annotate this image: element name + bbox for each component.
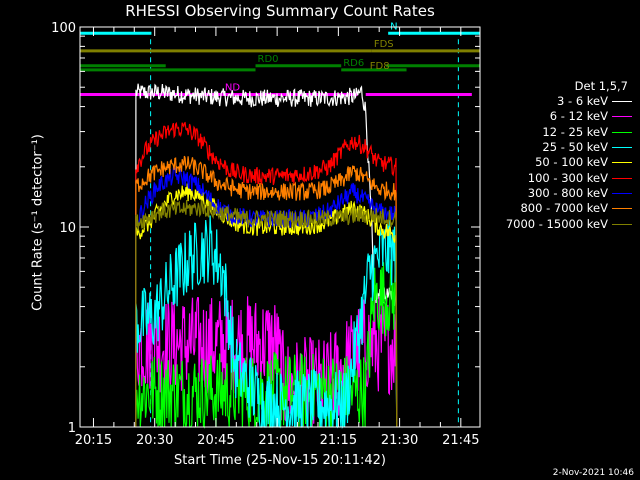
legend-item: 50 - 100 keV (478, 155, 638, 170)
flag-label-fds: FDS (374, 39, 394, 50)
legend-item-label: 300 - 800 keV (527, 185, 608, 200)
y-axis-label: Count Rate (s⁻¹ detector⁻¹) (30, 134, 46, 311)
x-tick-label: 20:45 (197, 433, 234, 448)
x-tick-label: 21:15 (320, 433, 357, 448)
y-tick-label: 10 (59, 221, 76, 236)
x-tick-label: 20:15 (75, 433, 112, 448)
legend: Det 1,5,7 3 - 6 keV 6 - 12 keV 12 - 25 keV… (478, 79, 638, 232)
legend-item: 7000 - 15000 keV (478, 216, 638, 231)
series-line-50-100-kev (135, 183, 398, 428)
legend-item: 100 - 300 keV (478, 170, 638, 185)
x-axis-label: Start Time (25-Nov-15 20:11:42) (174, 453, 386, 468)
legend-swatch (612, 192, 632, 194)
y-tick-label: 100 (51, 21, 76, 36)
legend-item: 800 - 7000 keV (478, 201, 638, 216)
legend-swatch (612, 208, 632, 210)
axes-layer: 1 10 100 20:15 20:30 20:45 21:00 21:15 21:30 21:4… (51, 21, 481, 448)
legend-item-label: 6 - 12 keV (549, 109, 608, 124)
flag-label-rd0: RD0 (258, 54, 279, 65)
series-line-7000-15000-kev (135, 199, 398, 428)
x-tick-label: 20:30 (136, 433, 173, 448)
legend-item: 3 - 6 keV (478, 94, 638, 109)
legend-swatch (612, 147, 632, 149)
x-tick-label: 21:00 (258, 433, 295, 448)
legend-item: 300 - 800 keV (478, 186, 638, 201)
legend-swatch (612, 101, 632, 103)
legend-item-label: 100 - 300 keV (527, 170, 608, 185)
series-line-3-6-kev (135, 83, 398, 428)
legend-item: 25 - 50 keV (478, 140, 638, 155)
flag-label-fd8: FD8 (370, 61, 390, 72)
legend-item-label: 50 - 100 keV (535, 155, 608, 170)
legend-item: 12 - 25 keV (478, 125, 638, 140)
legend-swatch (612, 162, 632, 164)
x-tick-label: 21:30 (381, 433, 418, 448)
legend-item-label: 3 - 6 keV (557, 94, 608, 109)
legend-item-label: 7000 - 15000 keV (505, 216, 608, 231)
legend-title: Det 1,5,7 (574, 79, 628, 93)
legend-item: 6 - 12 keV (478, 109, 638, 124)
datestamp: 2-Nov-2021 10:46 (552, 468, 634, 478)
series-line-100-300-kev (135, 121, 398, 428)
legend-swatch (612, 131, 632, 133)
series-line-800-7000-kev (135, 155, 398, 428)
legend-swatch (612, 177, 632, 179)
flag-label-rd6: RD6 (343, 58, 364, 69)
series-layer (135, 83, 398, 430)
legend-swatch (612, 223, 632, 225)
legend-item-label: 12 - 25 keV (542, 124, 608, 139)
legend-swatch (612, 116, 632, 118)
legend-item-label: 25 - 50 keV (542, 140, 608, 155)
y-tick-label: 1 (68, 421, 76, 436)
chart-title: RHESSI Observing Summary Count Rates (125, 2, 435, 20)
flag-label-nd: ND (225, 82, 240, 93)
x-tick-label: 21:45 (442, 433, 479, 448)
legend-item-label: 800 - 7000 keV (520, 201, 608, 216)
